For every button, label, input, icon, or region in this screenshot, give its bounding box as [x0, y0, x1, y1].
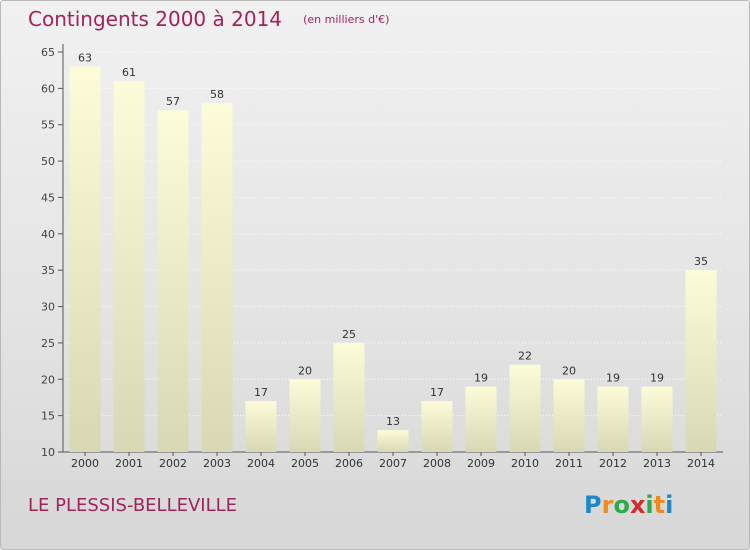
bar [421, 401, 453, 452]
logo-letter: t [653, 491, 666, 519]
logo-letter: i [645, 491, 654, 519]
bar [113, 81, 145, 452]
x-tick-label: 2006 [335, 457, 363, 470]
logo-letter: P [584, 491, 602, 519]
x-tick-label: 2007 [379, 457, 407, 470]
y-tick-label: 45 [41, 191, 55, 204]
bar [157, 110, 189, 452]
bar [333, 342, 365, 452]
bar [509, 364, 541, 452]
x-tick-label: 2010 [511, 457, 539, 470]
data-label: 17 [430, 386, 444, 399]
chart-subtitle: (en milliers d'€) [303, 13, 390, 26]
x-tick-label: 2004 [247, 457, 275, 470]
data-label: 20 [298, 364, 312, 377]
x-tick-label: 2001 [115, 457, 143, 470]
x-tick-label: 2012 [599, 457, 627, 470]
y-tick-label: 30 [41, 301, 55, 314]
x-tick-label: 2013 [643, 457, 671, 470]
bar [641, 386, 673, 452]
y-tick-label: 65 [41, 46, 55, 59]
x-tick-label: 2009 [467, 457, 495, 470]
chart-title: Contingents 2000 à 2014 [28, 7, 283, 31]
y-tick-label: 15 [41, 410, 55, 423]
logo-letter: i [665, 491, 674, 519]
logo-letter: o [613, 491, 630, 519]
x-tick-label: 2014 [687, 457, 715, 470]
data-label: 19 [650, 372, 664, 385]
bar [553, 379, 585, 452]
bar [69, 66, 101, 452]
data-label: 61 [122, 66, 136, 79]
commune-name: LE PLESSIS-BELLEVILLE [28, 495, 238, 516]
y-tick-label: 20 [41, 373, 55, 386]
x-tick-label: 2011 [555, 457, 583, 470]
x-tick-label: 2003 [203, 457, 231, 470]
data-label: 19 [474, 372, 488, 385]
x-tick-label: 2002 [159, 457, 187, 470]
data-label: 57 [166, 95, 180, 108]
title-row: Contingents 2000 à 2014 (en milliers d'€… [28, 7, 389, 31]
y-tick-label: 55 [41, 119, 55, 132]
data-label: 35 [694, 255, 708, 268]
data-label: 22 [518, 350, 532, 363]
data-label: 19 [606, 372, 620, 385]
bar [377, 430, 409, 452]
y-tick-label: 10 [41, 446, 55, 459]
logo-letter: x [629, 491, 646, 519]
data-label: 13 [386, 415, 400, 428]
x-tick-label: 2000 [71, 457, 99, 470]
bar [597, 386, 629, 452]
bar [289, 379, 321, 452]
data-label: 63 [78, 52, 92, 65]
bar [201, 102, 233, 452]
bar [245, 401, 277, 452]
bar [465, 386, 497, 452]
data-label: 58 [210, 88, 224, 101]
data-label: 25 [342, 328, 356, 341]
x-tick-label: 2005 [291, 457, 319, 470]
y-tick-label: 50 [41, 155, 55, 168]
y-tick-label: 40 [41, 228, 55, 241]
bar [685, 270, 717, 452]
data-label: 17 [254, 386, 268, 399]
y-tick-label: 35 [41, 264, 55, 277]
y-tick-label: 25 [41, 337, 55, 350]
y-tick-label: 60 [41, 82, 55, 95]
logo-letter: r [601, 491, 614, 519]
proxiti-logo: Proxiti [584, 491, 673, 519]
x-tick-label: 2008 [423, 457, 451, 470]
data-label: 20 [562, 364, 576, 377]
